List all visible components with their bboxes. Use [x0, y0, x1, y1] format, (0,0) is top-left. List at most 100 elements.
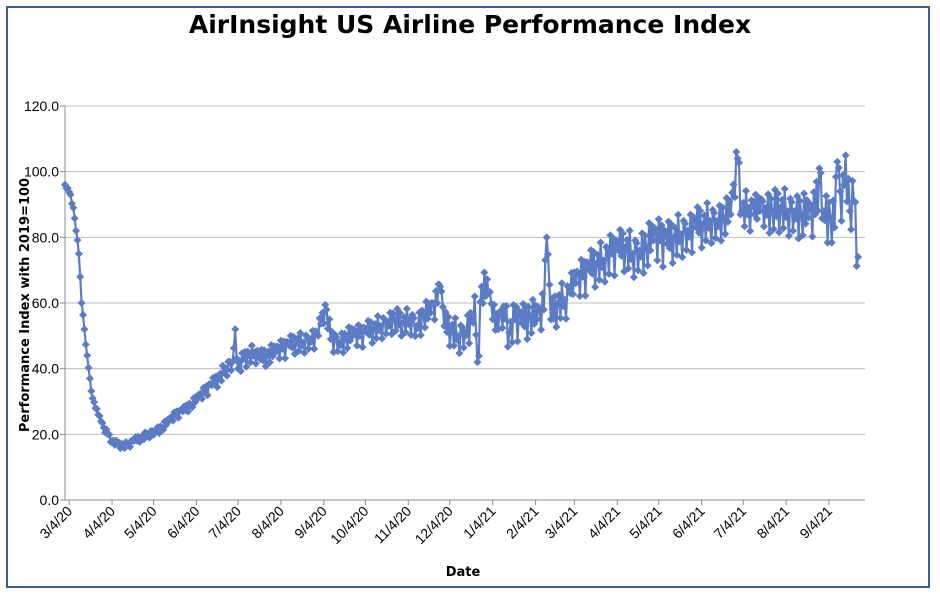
data-point-marker [761, 203, 770, 212]
data-point-marker [227, 366, 236, 375]
data-point-marker [790, 207, 799, 216]
data-point-marker [229, 344, 238, 353]
data-point-marker [358, 343, 367, 352]
data-point-marker [773, 189, 782, 198]
data-point-marker [81, 340, 90, 349]
data-point-marker [77, 299, 86, 307]
data-point-marker [66, 190, 75, 199]
data-point-marker [801, 219, 810, 228]
data-point-marker [310, 344, 319, 353]
data-point-marker [490, 300, 499, 309]
data-point-marker [596, 238, 605, 247]
data-point-marker [710, 209, 719, 218]
data-point-marker [336, 341, 345, 350]
data-point-marker [449, 341, 458, 350]
data-point-marker [409, 314, 418, 323]
data-point-marker [807, 202, 816, 211]
data-point-marker [505, 328, 514, 337]
data-point-marker [831, 172, 840, 181]
data-point-marker [552, 322, 561, 331]
data-point-marker [527, 329, 536, 338]
data-point-marker [658, 262, 667, 271]
data-point-marker [351, 327, 360, 336]
data-point-marker [617, 251, 626, 260]
data-point-marker [332, 333, 341, 342]
data-point-marker [712, 216, 721, 225]
data-point-marker [593, 251, 602, 260]
data-point-marker [520, 322, 529, 331]
data-point-marker [411, 332, 420, 341]
data-point-marker [564, 283, 573, 292]
y-tick-labels: 0.0 20.0 40.0 60.0 80.0 100.0 120.0 [24, 98, 59, 508]
data-point-marker [685, 232, 694, 241]
x-tick-label: 5/4/21 [626, 503, 665, 542]
data-point-marker [372, 334, 381, 343]
data-point-marker [837, 216, 846, 225]
data-point-marker [737, 207, 746, 216]
data-point-marker [671, 224, 680, 233]
data-point-marker [528, 295, 537, 304]
data-point-marker [613, 238, 622, 247]
data-point-marker [568, 290, 577, 299]
data-point-marker [70, 214, 79, 223]
data-point-marker [676, 230, 685, 239]
data-point-marker [184, 407, 193, 416]
data-point-marker [398, 318, 407, 327]
data-point-marker [829, 196, 838, 205]
data-point-marker [440, 321, 449, 330]
y-tick-label: 40.0 [32, 361, 59, 377]
data-point-marker [76, 272, 85, 281]
data-point-marker [382, 329, 391, 338]
data-point-marker [791, 214, 800, 223]
data-point-marker [772, 212, 781, 221]
data-point-marker [797, 210, 806, 219]
data-point-marker [402, 304, 411, 313]
data-point-marker [72, 226, 81, 235]
data-point-marker [501, 314, 510, 323]
data-point-marker [672, 250, 681, 259]
data-point-marker [391, 326, 400, 335]
data-point-marker [459, 343, 468, 352]
data-point-marker [401, 328, 410, 337]
data-point-marker [222, 371, 231, 380]
data-point-marker [714, 222, 723, 231]
data-point-marker [69, 203, 78, 212]
data-point-marker [539, 305, 548, 314]
data-point-marker [73, 236, 82, 245]
data-point-marker [765, 228, 774, 237]
data-point-marker [470, 292, 479, 301]
data-point-marker [854, 253, 863, 262]
y-tick-label: 100.0 [24, 164, 59, 180]
data-point-marker [823, 238, 832, 247]
data-point-marker [231, 325, 240, 334]
data-point-marker [355, 331, 364, 340]
data-point-marker [646, 246, 655, 255]
data-point-marker [718, 203, 727, 212]
data-point-marker [822, 191, 831, 200]
x-tick-label: 5/4/20 [121, 503, 160, 542]
data-point-marker [690, 215, 699, 224]
data-point-marker [174, 413, 183, 422]
data-point-marker [820, 216, 829, 225]
data-point-marker [299, 338, 308, 347]
data-point-marker [365, 330, 374, 339]
data-point-marker [523, 335, 532, 344]
x-tick-label: 10/4/20 [327, 503, 371, 547]
data-point-marker [830, 223, 839, 232]
data-point-marker [430, 315, 439, 324]
data-point-marker [723, 217, 732, 226]
data-point-marker [759, 222, 768, 231]
data-point-marker [678, 253, 687, 262]
data-point-marker [721, 229, 730, 238]
data-point-marker [239, 354, 248, 363]
data-point-marker [581, 291, 590, 300]
data-point-marker [557, 279, 566, 288]
gridlines [65, 105, 865, 501]
data-point-marker [852, 262, 861, 271]
data-point-marker [675, 237, 684, 246]
data-point-marker [584, 259, 593, 268]
data-point-marker [474, 352, 483, 361]
data-point-marker [353, 341, 362, 350]
data-point-marker [485, 288, 494, 297]
data-point-marker [448, 320, 457, 329]
